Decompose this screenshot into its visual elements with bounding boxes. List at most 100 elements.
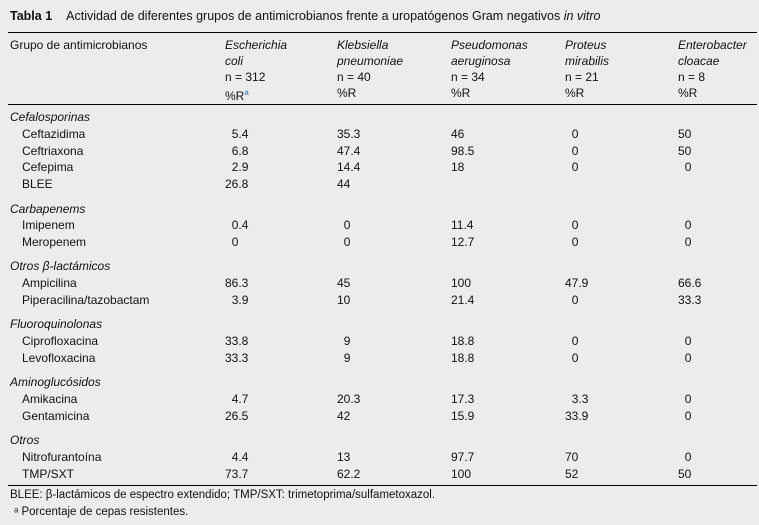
drug-name: TMP/SXT — [22, 466, 75, 481]
drug-name: Piperacilina/tazobactam — [22, 293, 150, 307]
species-name: cloacae — [678, 54, 720, 68]
resistance-value: 26.8 — [225, 177, 249, 192]
resistance-value: 10 — [337, 293, 351, 307]
resistance-value: 0 — [684, 235, 692, 250]
resistance-value: 33.3 — [225, 350, 249, 365]
resistance-value: 2.9 — [231, 160, 249, 175]
section-header: Aminoglucósidos — [0, 374, 759, 391]
species-genus: Klebsiella — [337, 38, 389, 52]
species-genus: Proteus — [565, 38, 607, 52]
drug-name: Ceftriaxona — [22, 143, 84, 158]
resistance-value: 0 — [231, 235, 239, 250]
drug-name: Ampicilina — [22, 276, 77, 291]
resistance-value: 98.5 — [451, 143, 475, 158]
drug-name: Nitrofurantoína — [22, 449, 102, 464]
column-header: Proteus mirabilis n = 21 %R — [565, 37, 609, 101]
bottom-rule — [8, 485, 757, 486]
unit-text: %R — [565, 86, 585, 100]
top-rule — [8, 32, 757, 33]
resistance-value: 42 — [337, 408, 351, 423]
resistance-value: 13 — [337, 449, 351, 464]
resistance-value: 0 — [684, 218, 692, 233]
species-genus: Pseudomonas — [451, 38, 528, 52]
column-header: Escherichia coli n = 312 %Ra — [225, 37, 287, 104]
resistance-value: 18.8 — [451, 334, 475, 349]
section-header: Otros — [0, 432, 759, 449]
column-header: Enterobacter cloacae n = 8 %R — [678, 37, 747, 101]
column-header: Klebsiella pneumoniae n = 40 %R — [337, 37, 403, 101]
section-header: Fluoroquinolonas — [0, 316, 759, 333]
resistance-value: 0 — [571, 334, 579, 349]
table-caption-italic: in vitro — [563, 9, 601, 23]
drug-name: Gentamicina — [22, 408, 90, 423]
table-row: TMP/SXT 73.7 62.2 100 52 50 — [0, 466, 759, 483]
unit-label: %Ra — [225, 85, 287, 104]
sample-size: n = 312 — [225, 70, 266, 84]
table-row: Imipenem 0.4 0 11.4 0 0 — [0, 217, 759, 234]
table-row: Ceftriaxona 6.8 47.4 98.5 0 50 — [0, 143, 759, 160]
drug-name: Ciprofloxacina — [22, 334, 99, 349]
header-group: Grupo de antimicrobianos — [10, 38, 148, 52]
resistance-value: 17.3 — [451, 392, 475, 406]
resistance-value: 3.9 — [231, 293, 249, 307]
species-name: pneumoniae — [337, 54, 404, 68]
unit-text: %R — [678, 86, 698, 100]
drug-name: Levofloxacina — [22, 350, 96, 365]
section-name: Carbapenems — [10, 201, 86, 216]
section-name: Aminoglucósidos — [10, 375, 101, 390]
drug-name: BLEE — [22, 177, 53, 192]
resistance-value: 47.4 — [337, 143, 361, 158]
resistance-value: 46 — [451, 126, 465, 141]
resistance-value: 0 — [684, 350, 692, 365]
resistance-value: 0 — [343, 218, 351, 233]
sample-size: n = 8 — [678, 70, 706, 84]
section-header: Carbapenems — [0, 201, 759, 218]
resistance-value: 9 — [343, 334, 351, 349]
table-row: Meropenem 0 0 12.7 0 0 — [0, 234, 759, 251]
species-name: mirabilis — [565, 54, 610, 68]
sample-size: n = 40 — [337, 70, 371, 84]
unit-text: %R — [337, 86, 357, 100]
resistance-value: 18 — [451, 160, 465, 175]
resistance-value: 0.4 — [231, 218, 249, 233]
footnote-a: ᵃ Porcentaje de cepas resistentes. — [14, 506, 189, 518]
table-row: Cefepima 2.9 14.4 18 0 0 — [0, 159, 759, 176]
resistance-value: 5.4 — [231, 126, 249, 141]
resistance-value: 0 — [684, 449, 692, 464]
resistance-value: 4.7 — [231, 392, 249, 406]
resistance-value: 0 — [571, 126, 579, 141]
resistance-value: 100 — [451, 276, 472, 291]
table-row: Piperacilina/tazobactam 3.9 10 21.4 0 33.3 — [0, 292, 759, 309]
drug-name: Imipenem — [22, 218, 75, 233]
resistance-value: 9 — [343, 350, 351, 365]
resistance-value: 50 — [678, 466, 692, 481]
resistance-value: 52 — [565, 466, 579, 481]
unit-text: %R — [225, 89, 245, 103]
resistance-value: 33.3 — [678, 293, 702, 307]
unit-label: %R — [451, 85, 528, 101]
resistance-value: 18.8 — [451, 350, 475, 365]
table-row: Gentamicina 26.5 42 15.9 33.9 0 — [0, 408, 759, 425]
footnote-marker: a — [244, 88, 249, 97]
drug-name: Cefepima — [22, 160, 74, 175]
section-name: Otros — [10, 433, 40, 448]
resistance-value: 0 — [684, 334, 692, 349]
species-name: coli — [225, 54, 244, 68]
drug-name: Amikacina — [22, 392, 78, 406]
resistance-value: 0 — [571, 160, 579, 175]
table-row: Nitrofurantoína 4.4 13 97.7 70 0 — [0, 449, 759, 466]
section-header: Otros β-lactámicos — [0, 258, 759, 275]
resistance-value: 14.4 — [337, 160, 361, 175]
header-rule — [8, 104, 757, 105]
resistance-value: 6.8 — [231, 143, 249, 158]
resistance-value: 44 — [337, 177, 351, 192]
resistance-value: 21.4 — [451, 293, 475, 307]
resistance-value: 100 — [451, 466, 472, 481]
resistance-value: 97.7 — [451, 449, 475, 464]
resistance-value: 0 — [571, 218, 579, 233]
table-caption: Actividad de diferentes grupos de antimi… — [66, 9, 561, 23]
unit-label: %R — [337, 85, 403, 101]
unit-label: %R — [678, 85, 747, 101]
table-row: BLEE 26.8 44 — [0, 176, 759, 193]
